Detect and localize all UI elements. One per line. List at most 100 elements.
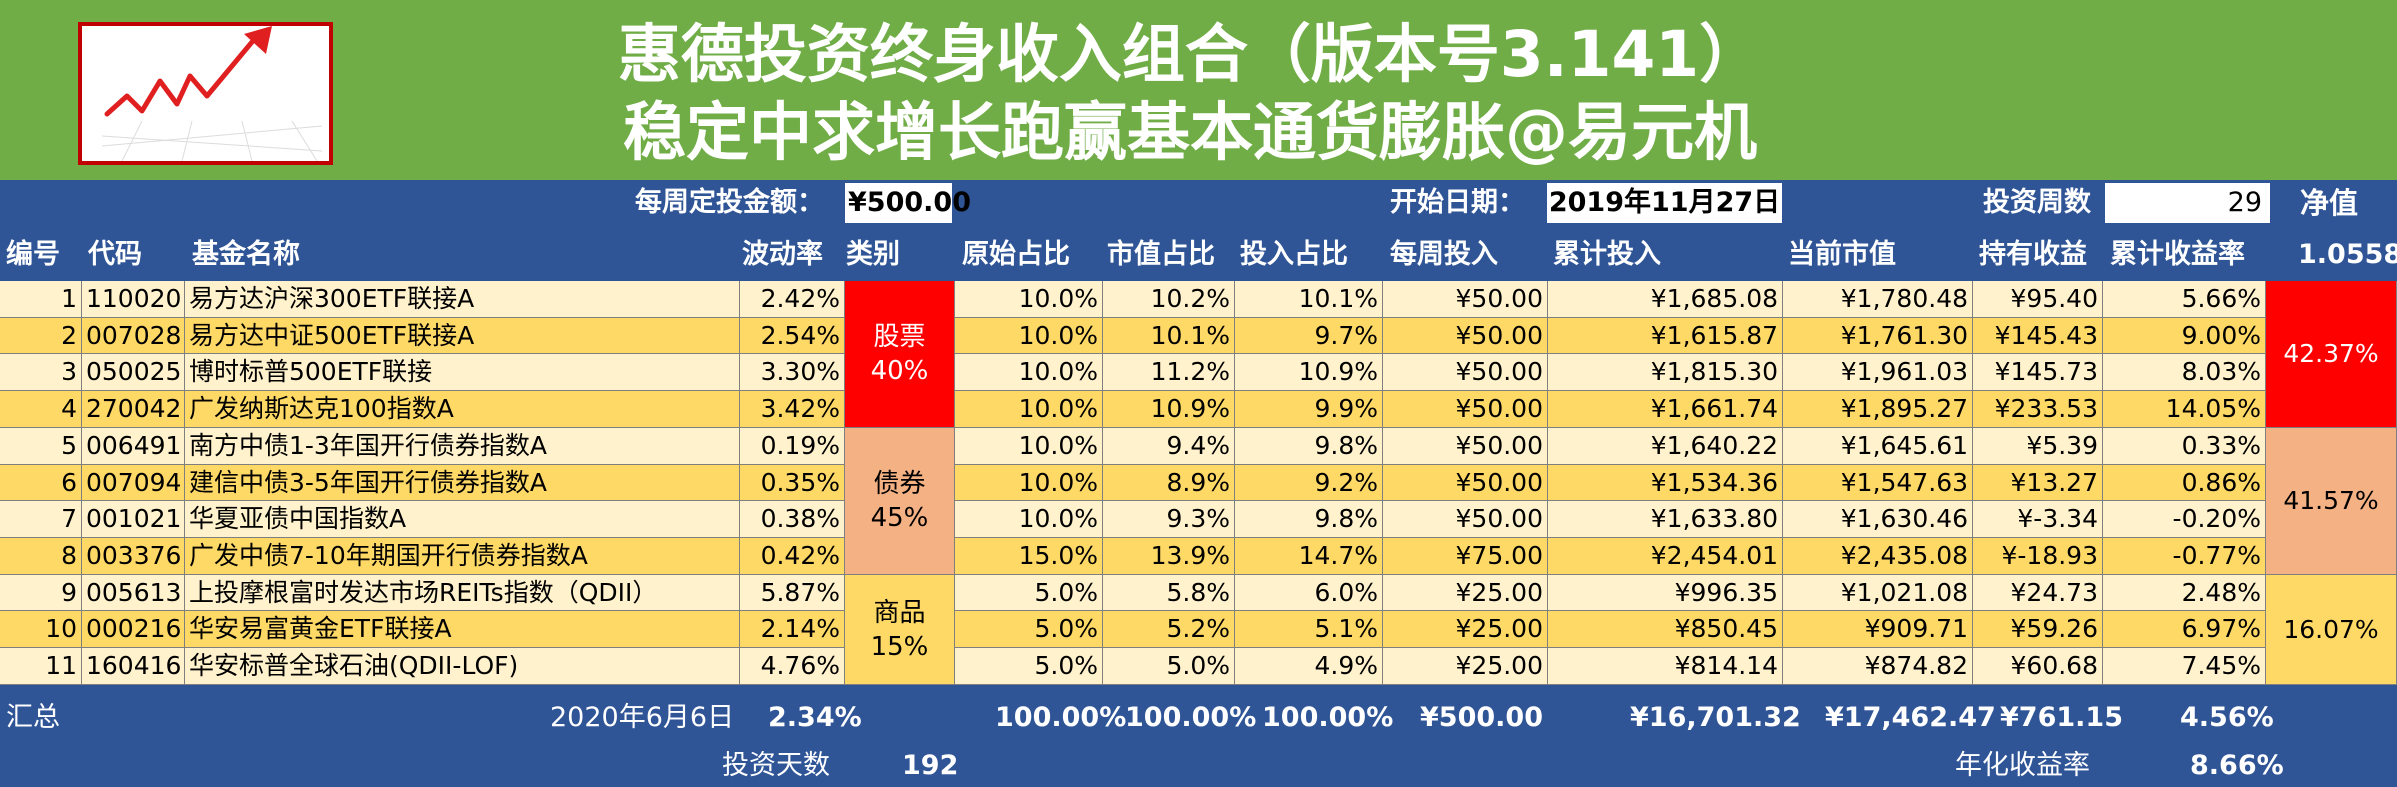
cell-code[interactable]: 001021 xyxy=(82,501,185,539)
cell-current-value[interactable]: ¥1,761.30 xyxy=(1783,317,1973,355)
cell-weekly-invest[interactable]: ¥75.00 xyxy=(1383,538,1548,575)
cell-invest-weight[interactable]: 10.9% xyxy=(1235,354,1383,392)
cell-code[interactable]: 000216 xyxy=(82,611,185,649)
cell-volatility[interactable]: 3.42% xyxy=(740,391,845,428)
cell-no[interactable]: 11 xyxy=(0,648,82,685)
cell-fund-name[interactable]: 华夏亚债中国指数A xyxy=(185,501,740,539)
cell-weekly-invest[interactable]: ¥50.00 xyxy=(1383,501,1548,539)
cell-weekly-invest[interactable]: ¥50.00 xyxy=(1383,391,1548,428)
cell-cumulative-invest[interactable]: ¥2,454.01 xyxy=(1548,538,1783,575)
cell-holding-gain[interactable]: ¥-18.93 xyxy=(1973,538,2103,575)
cell-weekly-invest[interactable]: ¥25.00 xyxy=(1383,648,1548,685)
cell-original-weight[interactable]: 10.0% xyxy=(955,501,1103,539)
cell-market-weight[interactable]: 11.2% xyxy=(1103,354,1235,392)
cell-current-value[interactable]: ¥2,435.08 xyxy=(1783,538,1973,575)
cell-weekly-invest[interactable]: ¥25.00 xyxy=(1383,611,1548,649)
cell-weekly-invest[interactable]: ¥50.00 xyxy=(1383,354,1548,392)
cell-volatility[interactable]: 2.54% xyxy=(740,317,845,355)
cell-code[interactable]: 110020 xyxy=(82,281,185,318)
cell-current-value[interactable]: ¥1,645.61 xyxy=(1783,427,1973,465)
cell-volatility[interactable]: 0.38% xyxy=(740,501,845,539)
cell-no[interactable]: 10 xyxy=(0,611,82,649)
cell-cumulative-return[interactable]: 5.66% xyxy=(2103,281,2266,318)
cell-original-weight[interactable]: 5.0% xyxy=(955,648,1103,685)
cell-market-weight[interactable]: 13.9% xyxy=(1103,538,1235,575)
cell-cumulative-invest[interactable]: ¥1,633.80 xyxy=(1548,501,1783,539)
cell-cumulative-return[interactable]: 2.48% xyxy=(2103,574,2266,612)
cell-current-value[interactable]: ¥874.82 xyxy=(1783,648,1973,685)
cell-cumulative-return[interactable]: -0.20% xyxy=(2103,501,2266,539)
cell-holding-gain[interactable]: ¥24.73 xyxy=(1973,574,2103,612)
cell-no[interactable]: 1 xyxy=(0,281,82,318)
cell-current-value[interactable]: ¥1,780.48 xyxy=(1783,281,1973,318)
cell-fund-name[interactable]: 华安标普全球石油(QDII-LOF) xyxy=(185,648,740,685)
cell-volatility[interactable]: 4.76% xyxy=(740,648,845,685)
cell-cumulative-invest[interactable]: ¥1,534.36 xyxy=(1548,464,1783,502)
cell-market-weight[interactable]: 9.3% xyxy=(1103,501,1235,539)
cell-cumulative-invest[interactable]: ¥850.45 xyxy=(1548,611,1783,649)
cell-current-value[interactable]: ¥1,895.27 xyxy=(1783,391,1973,428)
cell-invest-weight[interactable]: 10.1% xyxy=(1235,281,1383,318)
cell-fund-name[interactable]: 广发纳斯达克100指数A xyxy=(185,391,740,428)
cell-code[interactable]: 006491 xyxy=(82,427,185,465)
cell-current-value[interactable]: ¥1,547.63 xyxy=(1783,464,1973,502)
cell-holding-gain[interactable]: ¥59.26 xyxy=(1973,611,2103,649)
cell-volatility[interactable]: 5.87% xyxy=(740,574,845,612)
cell-fund-name[interactable]: 上投摩根富时发达市场REITs指数（QDII） xyxy=(185,574,740,612)
cell-no[interactable]: 7 xyxy=(0,501,82,539)
cell-code[interactable]: 007028 xyxy=(82,317,185,355)
cell-original-weight[interactable]: 15.0% xyxy=(955,538,1103,575)
cell-original-weight[interactable]: 10.0% xyxy=(955,281,1103,318)
cell-holding-gain[interactable]: ¥145.43 xyxy=(1973,317,2103,355)
cell-cumulative-invest[interactable]: ¥1,661.74 xyxy=(1548,391,1783,428)
cell-weekly-invest[interactable]: ¥50.00 xyxy=(1383,281,1548,318)
cell-market-weight[interactable]: 9.4% xyxy=(1103,427,1235,465)
cell-market-weight[interactable]: 10.2% xyxy=(1103,281,1235,318)
cell-code[interactable]: 003376 xyxy=(82,538,185,575)
cell-no[interactable]: 4 xyxy=(0,391,82,428)
cell-no[interactable]: 3 xyxy=(0,354,82,392)
cell-cumulative-return[interactable]: 14.05% xyxy=(2103,391,2266,428)
cell-holding-gain[interactable]: ¥233.53 xyxy=(1973,391,2103,428)
cell-no[interactable]: 2 xyxy=(0,317,82,355)
start-date-value[interactable]: 2019年11月27日 xyxy=(1547,183,1782,223)
cell-invest-weight[interactable]: 5.1% xyxy=(1235,611,1383,649)
cell-holding-gain[interactable]: ¥-3.34 xyxy=(1973,501,2103,539)
cell-cumulative-return[interactable]: 0.86% xyxy=(2103,464,2266,502)
cell-holding-gain[interactable]: ¥145.73 xyxy=(1973,354,2103,392)
cell-volatility[interactable]: 0.35% xyxy=(740,464,845,502)
cell-holding-gain[interactable]: ¥13.27 xyxy=(1973,464,2103,502)
cell-cumulative-invest[interactable]: ¥1,640.22 xyxy=(1548,427,1783,465)
cell-current-value[interactable]: ¥1,630.46 xyxy=(1783,501,1973,539)
cell-cumulative-return[interactable]: 7.45% xyxy=(2103,648,2266,685)
cell-no[interactable]: 8 xyxy=(0,538,82,575)
cell-fund-name[interactable]: 易方达沪深300ETF联接A xyxy=(185,281,740,318)
cell-cumulative-return[interactable]: 0.33% xyxy=(2103,427,2266,465)
cell-cumulative-invest[interactable]: ¥996.35 xyxy=(1548,574,1783,612)
cell-invest-weight[interactable]: 9.8% xyxy=(1235,501,1383,539)
cell-no[interactable]: 9 xyxy=(0,574,82,612)
cell-market-weight[interactable]: 5.8% xyxy=(1103,574,1235,612)
cell-market-weight[interactable]: 10.1% xyxy=(1103,317,1235,355)
cell-code[interactable]: 007094 xyxy=(82,464,185,502)
cell-original-weight[interactable]: 5.0% xyxy=(955,611,1103,649)
cell-market-weight[interactable]: 5.2% xyxy=(1103,611,1235,649)
weekly-amount-value[interactable]: ¥500.00 xyxy=(845,183,971,223)
cell-original-weight[interactable]: 10.0% xyxy=(955,464,1103,502)
cell-invest-weight[interactable]: 6.0% xyxy=(1235,574,1383,612)
cell-volatility[interactable]: 2.14% xyxy=(740,611,845,649)
cell-holding-gain[interactable]: ¥5.39 xyxy=(1973,427,2103,465)
cell-weekly-invest[interactable]: ¥50.00 xyxy=(1383,317,1548,355)
cell-original-weight[interactable]: 10.0% xyxy=(955,427,1103,465)
cell-cumulative-return[interactable]: 6.97% xyxy=(2103,611,2266,649)
cell-cumulative-invest[interactable]: ¥1,615.87 xyxy=(1548,317,1783,355)
cell-current-value[interactable]: ¥909.71 xyxy=(1783,611,1973,649)
cell-volatility[interactable]: 3.30% xyxy=(740,354,845,392)
cell-invest-weight[interactable]: 14.7% xyxy=(1235,538,1383,575)
cell-code[interactable]: 050025 xyxy=(82,354,185,392)
cell-volatility[interactable]: 0.42% xyxy=(740,538,845,575)
cell-volatility[interactable]: 0.19% xyxy=(740,427,845,465)
cell-fund-name[interactable]: 易方达中证500ETF联接A xyxy=(185,317,740,355)
cell-cumulative-invest[interactable]: ¥814.14 xyxy=(1548,648,1783,685)
cell-volatility[interactable]: 2.42% xyxy=(740,281,845,318)
